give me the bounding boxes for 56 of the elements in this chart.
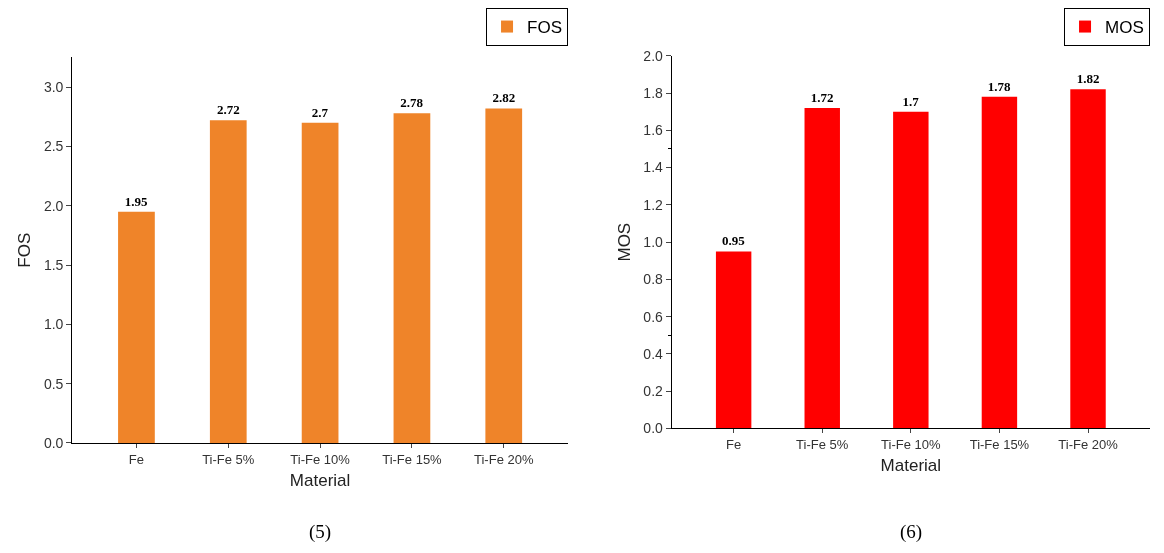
text: (5) [309,521,332,543]
y-tick-label: 0.2 [643,383,664,400]
data-label: 2.78 [400,95,424,111]
bar [804,107,840,429]
x-tick-label: Ti-Fe 15% [969,437,1030,453]
y-tick-label: 1.6 [643,122,664,139]
data-label: 2.7 [311,104,329,120]
x-tick-label: Ti-Fe 20% [474,451,534,467]
x-tick-label: Ti-Fe 15% [382,451,443,467]
y-tick-label: 0.8 [643,271,664,288]
x-tick-label: Ti-Fe 20% [1058,437,1119,453]
y-tick-label: 3.0 [43,78,64,95]
data-label: 1.95 [124,193,149,209]
y-tick-label: 1.0 [43,316,64,333]
text: (6) [900,521,923,543]
y-tick-label: 0.0 [643,420,664,437]
bar [715,251,752,429]
data-label: 1.72 [810,89,834,105]
y-tick-label: 0.4 [643,345,664,362]
data-label: 2.82 [492,90,516,106]
y-tick-label: 1.4 [643,159,664,176]
y-tick-label: 0.5 [43,375,64,392]
y-tick-label: 0.0 [43,434,64,451]
data-label: 1.82 [1076,71,1100,87]
x-tick-label: Fe [726,437,742,453]
y-tick-label: 0.6 [643,308,664,325]
y-tick-label: 1.5 [43,256,64,273]
x-tick-label: Fe [128,451,145,467]
bar [209,120,247,443]
x-axis-title: Material [880,456,942,476]
x-tick-label: Ti-Fe 10% [881,437,941,453]
legend-label: MOS [1105,18,1144,38]
data-label: 1.78 [987,78,1012,94]
data-label: 1.7 [902,93,920,109]
bar [981,96,1018,429]
data-label: 2.72 [216,102,240,118]
x-tick-label: Ti-Fe 5% [796,437,849,453]
y-axis-title: FOS [15,232,35,268]
bar [893,111,929,429]
y-tick-label: 1.8 [643,84,664,101]
bar [118,211,155,443]
x-axis-title: Material [289,470,351,490]
data-label: 0.95 [722,233,746,249]
y-tick-label: 2.0 [43,197,64,214]
bar [393,113,431,443]
bar [301,122,339,443]
x-tick-label: Ti-Fe 10% [290,451,351,467]
bar [1070,89,1106,429]
y-tick-label: 1.0 [643,234,664,251]
y-tick-label: 2.5 [43,138,64,155]
bar [485,108,523,443]
y-axis-title: MOS [614,222,634,262]
legend-label: FOS [527,18,562,38]
y-tick-label: 2.0 [643,47,664,64]
y-tick-label: 1.2 [643,196,664,213]
x-tick-label: Ti-Fe 5% [202,451,255,467]
